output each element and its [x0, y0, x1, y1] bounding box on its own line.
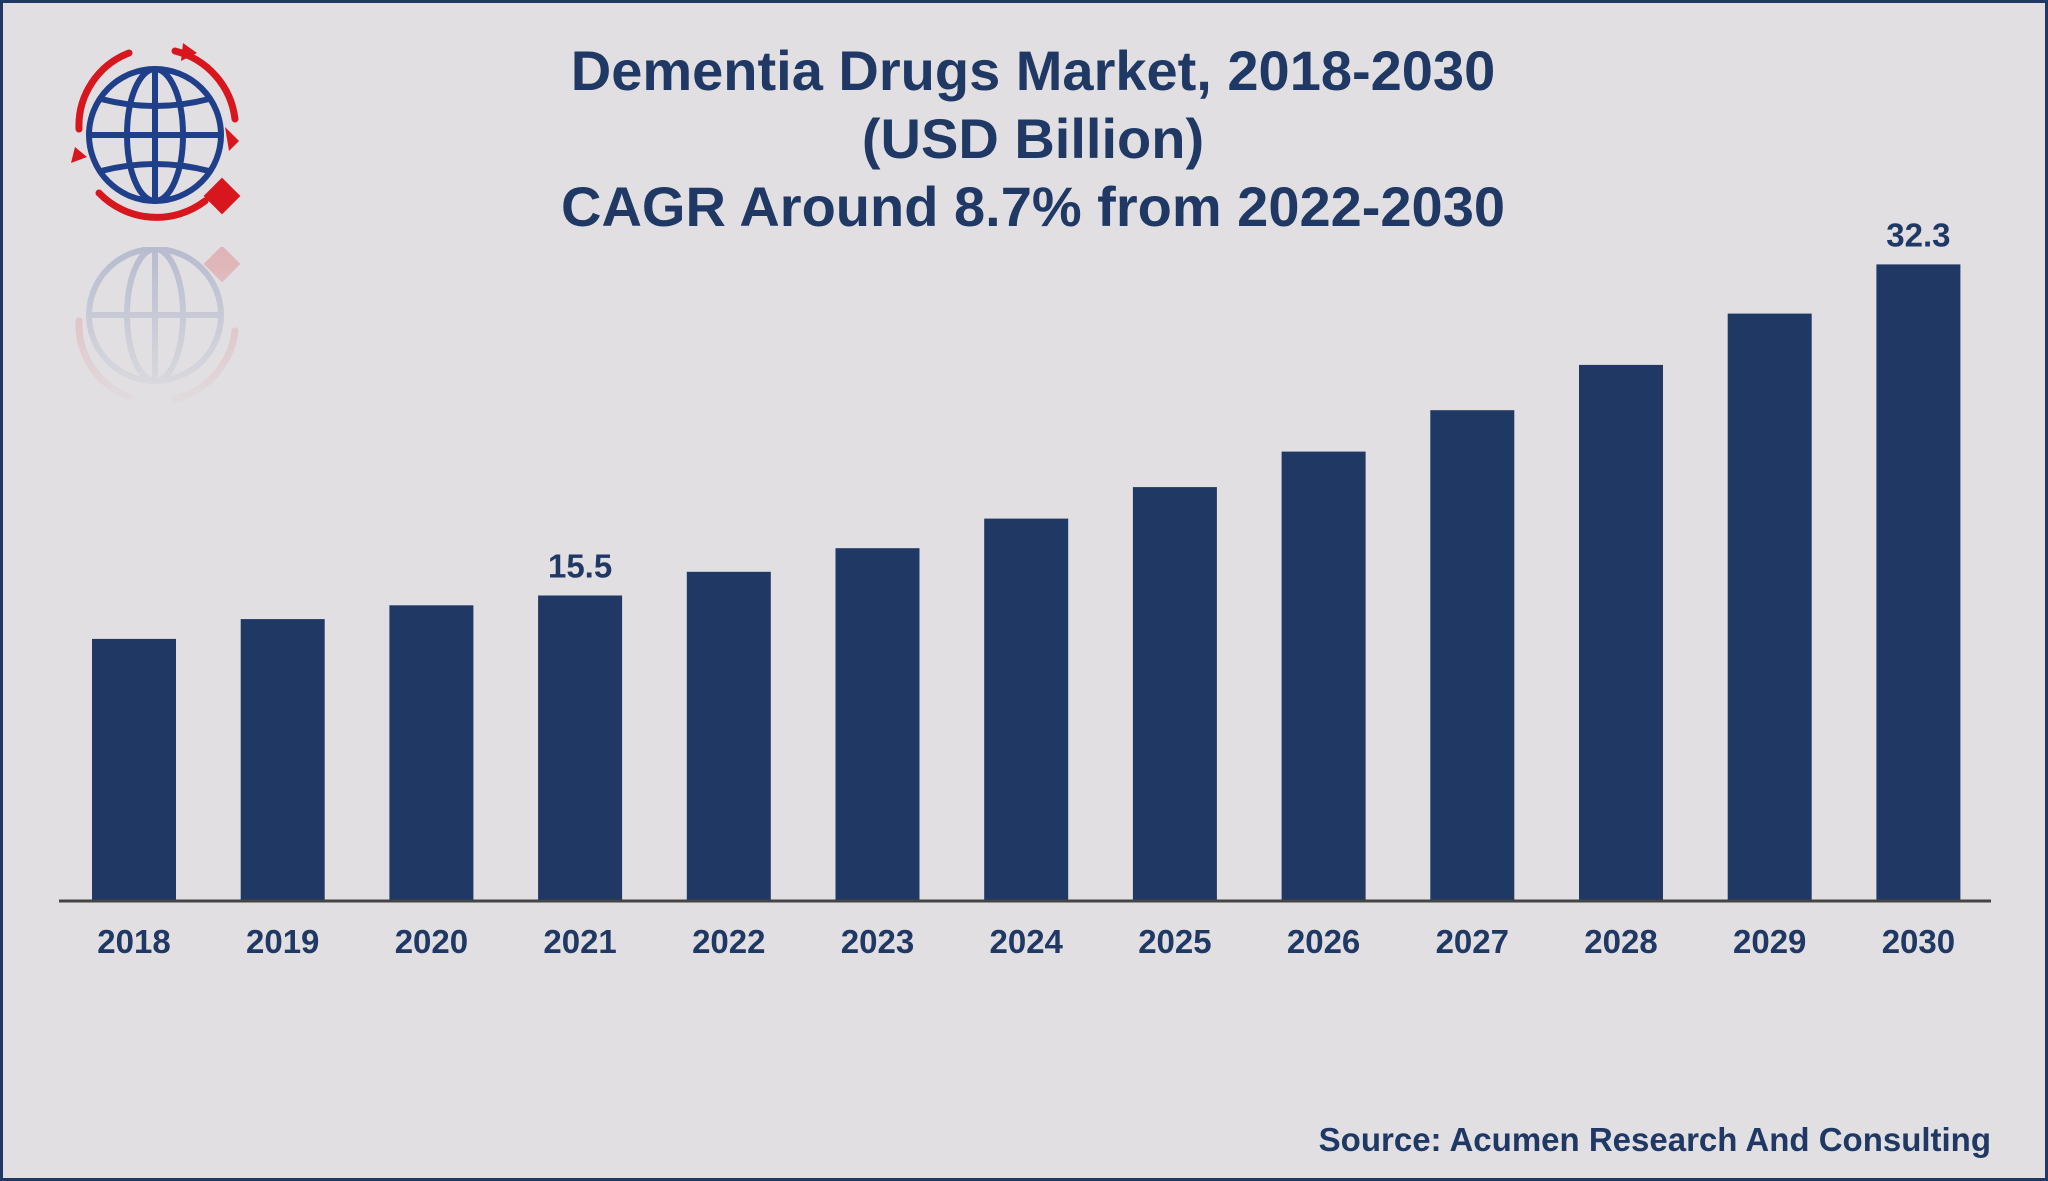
- chart-subtitle-cagr: CAGR Around 8.7% from 2022-2030: [561, 175, 1505, 238]
- x-tick-label-2024: 2024: [989, 923, 1063, 960]
- x-tick-label-2020: 2020: [395, 923, 468, 960]
- globe-logo-reflection-icon: [75, 247, 241, 403]
- bar-2019: [240, 619, 325, 901]
- bar-2023: [835, 548, 920, 901]
- x-tick-label-2030: 2030: [1882, 923, 1955, 960]
- x-tick-label-2025: 2025: [1138, 923, 1211, 960]
- x-tick-label-2026: 2026: [1287, 923, 1360, 960]
- bar-2028: [1579, 364, 1663, 901]
- x-tick-label-2023: 2023: [841, 923, 914, 960]
- x-tick-label-2019: 2019: [246, 923, 319, 960]
- bar-2018: [92, 638, 176, 901]
- bar-2030: [1876, 264, 1961, 901]
- x-tick-label-2028: 2028: [1584, 923, 1657, 960]
- x-tick-label-2027: 2027: [1436, 923, 1509, 960]
- bar-2020: [389, 605, 474, 901]
- x-tick-label-2018: 2018: [97, 923, 170, 960]
- bar-2021: [538, 595, 623, 901]
- bar-2029: [1727, 313, 1812, 902]
- bar-2027: [1430, 410, 1515, 901]
- data-labels: 15.5 32.3: [548, 216, 1951, 584]
- bars-group: [92, 264, 1961, 902]
- bar-2024: [984, 518, 1069, 901]
- data-label-2030: 32.3: [1886, 216, 1950, 253]
- chart-title: Dementia Drugs Market, 2018-2030: [570, 39, 1496, 102]
- bar-chart: 2018 2019 2020 2021 2022 2023 2024 2025 2026 2027…: [59, 216, 1991, 960]
- x-tick-label-2022: 2022: [692, 923, 765, 960]
- source-note: Source: Acumen Research And Consulting: [1318, 1121, 1991, 1158]
- globe-logo-icon: [71, 43, 241, 221]
- bar-2022: [686, 571, 771, 901]
- x-tick-labels: 2018 2019 2020 2021 2022 2023 2024 2025 2026 2027…: [97, 923, 1955, 960]
- bar-2025: [1132, 487, 1217, 901]
- x-tick-label-2021: 2021: [543, 923, 616, 960]
- x-tick-label-2029: 2029: [1733, 923, 1806, 960]
- bar-2026: [1281, 451, 1366, 901]
- chart-title-unit: (USD Billion): [861, 107, 1205, 170]
- data-label-2021: 15.5: [548, 548, 612, 585]
